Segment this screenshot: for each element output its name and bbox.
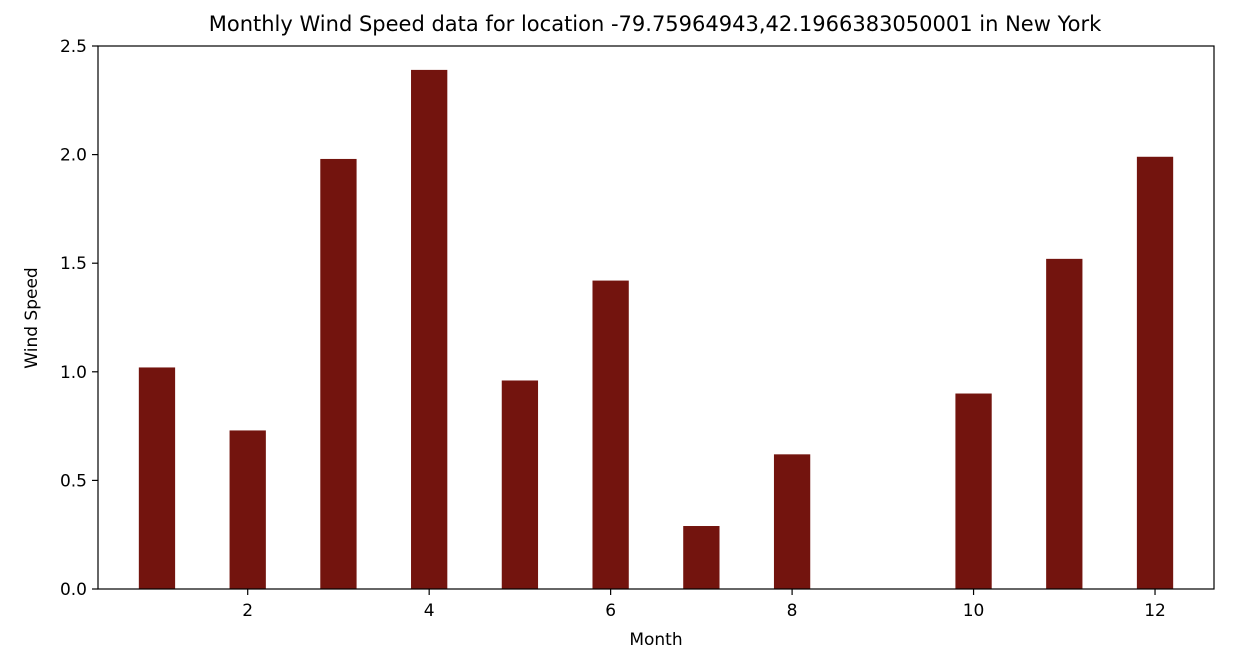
plot-frame: [97, 45, 1215, 590]
bar-month-8: [773, 454, 811, 589]
y-axis-label: Wind Speed: [22, 267, 42, 368]
bar-month-5: [501, 380, 539, 589]
x-tick-label: 4: [424, 601, 435, 621]
bars-group: [138, 69, 1174, 590]
chart-title: Monthly Wind Speed data for location -79…: [209, 12, 1102, 36]
x-axis-ticks: 2 4 6 8 10 12: [242, 589, 1166, 621]
bar-month-11: [1046, 258, 1083, 589]
bar-month-4: [411, 69, 448, 590]
bar-month-1: [138, 367, 176, 589]
y-tick-label: 0.5: [60, 471, 87, 491]
y-tick-label: 1.5: [60, 254, 87, 274]
bar-month-6: [592, 280, 629, 589]
x-tick-label: 8: [787, 601, 798, 621]
x-tick-label: 6: [605, 601, 616, 621]
x-tick-label: 12: [1144, 601, 1166, 621]
bar-month-10: [955, 393, 992, 589]
bar-month-12: [1136, 156, 1174, 589]
x-tick-label: 2: [242, 601, 253, 621]
bar-month-3: [320, 158, 357, 589]
x-tick-label: 10: [963, 601, 985, 621]
y-tick-label: 2.5: [60, 37, 87, 57]
y-tick-label: 0.0: [60, 580, 87, 600]
y-axis-ticks: 0.0 0.5 1.0 1.5 2.0 2.5: [60, 37, 98, 600]
y-tick-label: 1.0: [60, 363, 87, 383]
y-tick-label: 2.0: [60, 146, 87, 166]
x-axis-label: Month: [629, 630, 682, 650]
bar-month-2: [229, 430, 266, 589]
bar-month-7: [683, 526, 720, 589]
